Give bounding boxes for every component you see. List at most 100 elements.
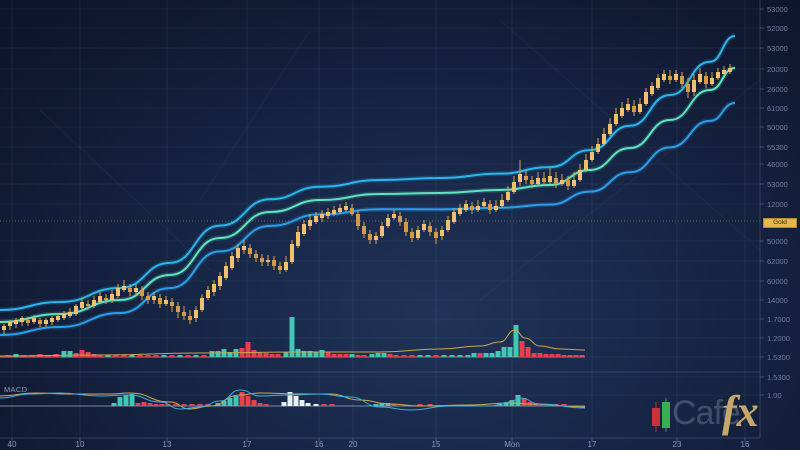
candle [26, 317, 30, 326]
candle [194, 306, 198, 322]
macd-histogram-bar [159, 404, 165, 406]
volume-bar [289, 317, 295, 357]
lower-band-line [0, 102, 736, 336]
y-tick-label: 20000 [767, 65, 788, 74]
y-tick-label: 60000 [767, 277, 788, 286]
volume-bar [349, 354, 355, 357]
candle-body [398, 216, 402, 222]
candle [506, 186, 510, 202]
candle-body [56, 316, 60, 320]
candle [278, 262, 282, 274]
candle [56, 313, 60, 322]
candle [470, 202, 474, 214]
volume-bar [543, 354, 549, 357]
macd-histogram-bar [385, 403, 391, 406]
candle [338, 204, 342, 214]
macd-histogram-bar [373, 404, 379, 406]
macd-histogram-bar [417, 404, 423, 406]
candle [638, 98, 642, 114]
volume-bar [457, 355, 463, 357]
volume-bar [531, 353, 537, 357]
volume-bar [537, 353, 543, 357]
macd-histogram-bar [515, 395, 521, 406]
candle-body [566, 180, 570, 186]
macd-histogram-bar [257, 403, 263, 406]
candle [266, 255, 270, 266]
volume-bar [215, 351, 221, 357]
candle [686, 78, 690, 98]
macd-histogram-bar [329, 404, 335, 406]
candle-body [140, 290, 144, 296]
volume-bar [501, 347, 507, 357]
price-axis[interactable]: 53000 52000 53000 20000 26000 61000 50000 55300… [760, 5, 790, 400]
candle-body [254, 254, 258, 258]
candle-body [188, 316, 192, 320]
candle-body [452, 212, 456, 222]
candle-body [362, 226, 366, 234]
volume-bar [433, 355, 439, 357]
volume-bar [137, 355, 143, 357]
candle-body [572, 180, 576, 186]
candle [308, 214, 312, 230]
candle-body [230, 256, 234, 268]
candle-body [62, 314, 66, 318]
candle-body [578, 170, 582, 180]
candle [644, 88, 648, 106]
x-tick-label: 20 [349, 440, 358, 449]
volume-bar [295, 349, 301, 357]
candle-body [236, 248, 240, 258]
candle-body [542, 178, 546, 182]
candle [20, 316, 24, 326]
volume-bar [269, 354, 275, 357]
volume-bar [525, 347, 531, 357]
macd-histogram-bar [379, 403, 385, 406]
candle-body [428, 226, 432, 232]
candle [404, 218, 408, 236]
macd-histogram-bar [197, 404, 203, 406]
macd-line [0, 389, 586, 411]
decorative-line [479, 79, 761, 301]
candle [116, 284, 120, 298]
candle [248, 244, 252, 258]
macd-histogram-bar [123, 395, 129, 406]
candle [284, 256, 288, 272]
candle [152, 292, 156, 304]
candle-body [326, 212, 330, 216]
y-tick-label: 14000 [767, 296, 788, 305]
candle-body [152, 296, 156, 300]
candle-body [110, 294, 114, 300]
y-tick-label: 12000 [767, 200, 788, 209]
candle [350, 204, 354, 216]
candle-body [536, 178, 540, 184]
volume-bar [185, 355, 191, 357]
middle-band-line [0, 67, 736, 323]
volume-bar [573, 355, 579, 357]
candle-body [644, 92, 648, 104]
volume-bar [301, 351, 307, 357]
y-tick-label: 1.5300 [767, 353, 790, 362]
candle-body [158, 298, 162, 304]
candle [140, 286, 144, 300]
candle [548, 168, 552, 184]
cafefx-logo: Cafe fx [650, 387, 770, 444]
y-tick-label: 62000 [767, 257, 788, 266]
candle [230, 252, 234, 270]
candle-body [494, 206, 498, 210]
candle [542, 172, 546, 186]
macd-histogram-bar [539, 404, 545, 406]
candle [728, 64, 732, 74]
candle [314, 212, 318, 224]
candle-body [50, 318, 54, 322]
volume-bar [331, 354, 337, 357]
upper-band-line [0, 35, 736, 311]
macd-histogram-bar [321, 404, 327, 406]
volume-bar [161, 355, 167, 357]
macd-histogram-bar [181, 404, 187, 406]
candle-body [614, 114, 618, 124]
y-tick-label: 61000 [767, 104, 788, 113]
volume-bar [245, 342, 251, 357]
candle-body [608, 124, 612, 134]
time-axis[interactable]: 40 10 13 17 16 20 15 Mon 17 23 16 [8, 438, 750, 449]
x-tick-label: 17 [588, 440, 597, 449]
